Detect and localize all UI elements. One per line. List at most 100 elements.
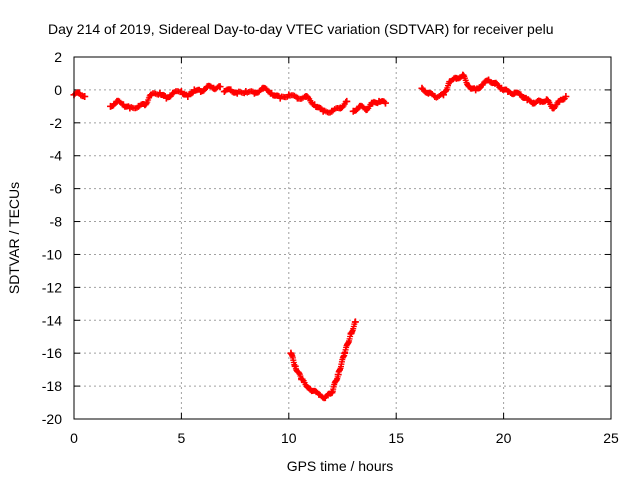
data-point [156, 89, 164, 97]
data-point [347, 329, 355, 337]
data-point [446, 78, 454, 86]
data-point [362, 106, 370, 114]
data-point [233, 89, 241, 97]
data-point [536, 97, 544, 105]
data-segment [418, 71, 570, 112]
data-point [431, 92, 439, 100]
data-point [250, 89, 258, 97]
data-segment [107, 82, 224, 112]
data-point [119, 101, 127, 109]
x-tick-label: 25 [603, 430, 619, 446]
data-point [321, 394, 329, 402]
data-point [197, 88, 205, 96]
data-point [465, 83, 473, 91]
data-point [315, 390, 323, 398]
data-point [285, 91, 293, 99]
y-tick-label: -14 [42, 312, 62, 328]
data-point [291, 362, 299, 370]
x-axis-label: GPS time / hours [287, 458, 394, 474]
data-point [418, 84, 426, 92]
data-point [306, 385, 314, 393]
y-tick-label: -18 [42, 378, 62, 394]
data-point [523, 96, 531, 104]
data-point [287, 349, 295, 357]
data-point [177, 88, 185, 96]
x-tick-label: 15 [388, 430, 404, 446]
y-axis-label: SDTVAR / TECUs [6, 182, 22, 294]
data-point [343, 97, 351, 105]
data-point [562, 92, 570, 100]
data-point [328, 389, 336, 397]
data-point [491, 79, 499, 87]
data-point [162, 94, 170, 102]
data-point [141, 101, 149, 109]
data-segment [287, 318, 359, 402]
data-point [107, 102, 115, 110]
data-point [334, 371, 342, 379]
data-point [328, 107, 336, 115]
x-tick-label: 20 [496, 430, 512, 446]
data-point [169, 89, 177, 97]
data-layer [70, 71, 570, 402]
data-point [341, 349, 349, 357]
data-point [311, 101, 319, 109]
data-point [356, 102, 364, 110]
data-point [375, 97, 383, 105]
data-point [216, 83, 224, 91]
data-point [220, 88, 228, 96]
chart-title: Day 214 of 2019, Sidereal Day-to-day VTE… [48, 21, 554, 37]
data-point [478, 81, 486, 89]
x-tick-label: 0 [70, 430, 78, 446]
data-point [203, 83, 211, 91]
data-point [190, 86, 198, 94]
data-point [439, 91, 447, 99]
data-point [319, 107, 327, 115]
data-point [268, 89, 276, 97]
data-point [210, 84, 218, 92]
data-point [530, 99, 538, 107]
data-point [227, 86, 235, 94]
data-point [298, 376, 306, 384]
y-tick-label: -6 [50, 181, 63, 197]
data-point [75, 89, 83, 97]
y-tick-label: -8 [50, 214, 63, 230]
data-point [543, 96, 551, 104]
data-point [81, 92, 89, 100]
data-point [134, 102, 142, 110]
data-point [184, 92, 192, 100]
data-point [517, 91, 525, 99]
plot-frame [73, 56, 612, 420]
data-point [302, 92, 310, 100]
x-tick-label: 5 [178, 430, 186, 446]
data-point [126, 104, 134, 112]
data-point [259, 84, 267, 92]
data-point [113, 97, 121, 105]
data-point [555, 97, 563, 105]
data-point [549, 104, 557, 112]
y-tick-label: -2 [50, 115, 63, 131]
data-point [381, 99, 389, 107]
y-tick-label: 0 [54, 82, 62, 98]
data-point [276, 94, 284, 102]
data-point [369, 99, 377, 107]
data-point [459, 71, 467, 79]
data-point [336, 104, 344, 112]
data-segment [220, 84, 351, 116]
data-point [293, 94, 301, 102]
y-tick-label: -16 [42, 345, 62, 361]
y-tick-label: 2 [54, 49, 62, 65]
data-point [242, 88, 250, 96]
data-segment [349, 97, 389, 115]
x-tick-label: 10 [281, 430, 297, 446]
data-point [485, 76, 493, 84]
y-tick-label: -12 [42, 279, 62, 295]
data-point [510, 89, 518, 97]
data-point [147, 91, 155, 99]
data-point [349, 107, 357, 115]
y-tick-label: -20 [42, 411, 62, 427]
data-point [351, 318, 359, 326]
data-point [424, 89, 432, 97]
